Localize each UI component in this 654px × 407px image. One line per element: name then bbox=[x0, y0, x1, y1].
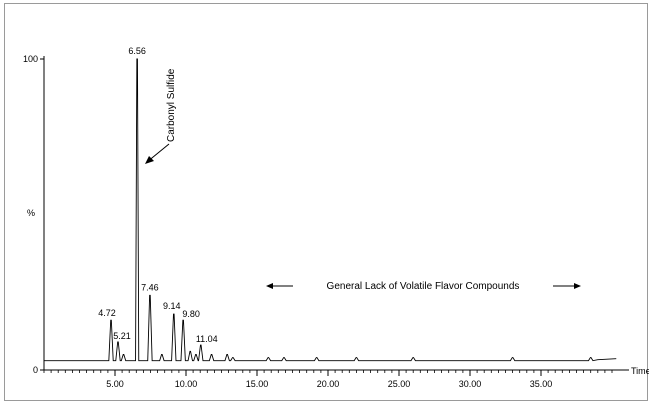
peak-label: 7.46 bbox=[141, 282, 159, 292]
peak-label: 6.56 bbox=[128, 46, 146, 56]
x-tick-label: 10.00 bbox=[175, 379, 198, 389]
x-major-ticks bbox=[114, 370, 542, 376]
peak-label: 9.80 bbox=[182, 309, 200, 319]
peak-label: 9.14 bbox=[163, 301, 181, 311]
x-tick-label: 35.00 bbox=[530, 379, 553, 389]
y-tick-label: 0 bbox=[33, 365, 38, 375]
x-tick-labels: 5.00 10.00 15.00 20.00 25.00 30.00 35.00 bbox=[106, 379, 552, 389]
peak-label: 11.04 bbox=[196, 334, 218, 344]
peak-label: 4.72 bbox=[98, 308, 116, 318]
x-axis-label: Time bbox=[631, 366, 649, 376]
y-tick-label: 100 bbox=[23, 54, 38, 64]
x-tick-label: 15.00 bbox=[246, 379, 269, 389]
flavor-arrowhead-left bbox=[266, 283, 273, 289]
x-tick-label: 25.00 bbox=[388, 379, 411, 389]
flavor-compounds-annotation: General Lack of Volatile Flavor Compound… bbox=[327, 281, 520, 292]
flavor-arrowhead-right bbox=[574, 283, 581, 289]
carbonyl-sulfide-annotation: Carbonyl Sulfide bbox=[166, 68, 177, 142]
y-axis-label: % bbox=[27, 208, 35, 218]
chromatogram-trace bbox=[44, 58, 617, 362]
peak-label: 5.21 bbox=[113, 331, 131, 341]
x-tick-label: 20.00 bbox=[317, 379, 340, 389]
x-tick-label: 30.00 bbox=[459, 379, 482, 389]
x-tick-label: 5.00 bbox=[106, 379, 124, 389]
chromatogram-chart: 100 0 % Time 5.00 10.00 15.00 20.00 25.00 30.… bbox=[23, 46, 651, 389]
carbonyl-sulfide-arrowhead bbox=[145, 156, 154, 164]
chart-frame: 100 0 % Time 5.00 10.00 15.00 20.00 25.00 30.… bbox=[4, 3, 651, 401]
peak-labels: 4.72 5.21 6.56 7.46 9.149.80 11.04 bbox=[98, 46, 217, 344]
